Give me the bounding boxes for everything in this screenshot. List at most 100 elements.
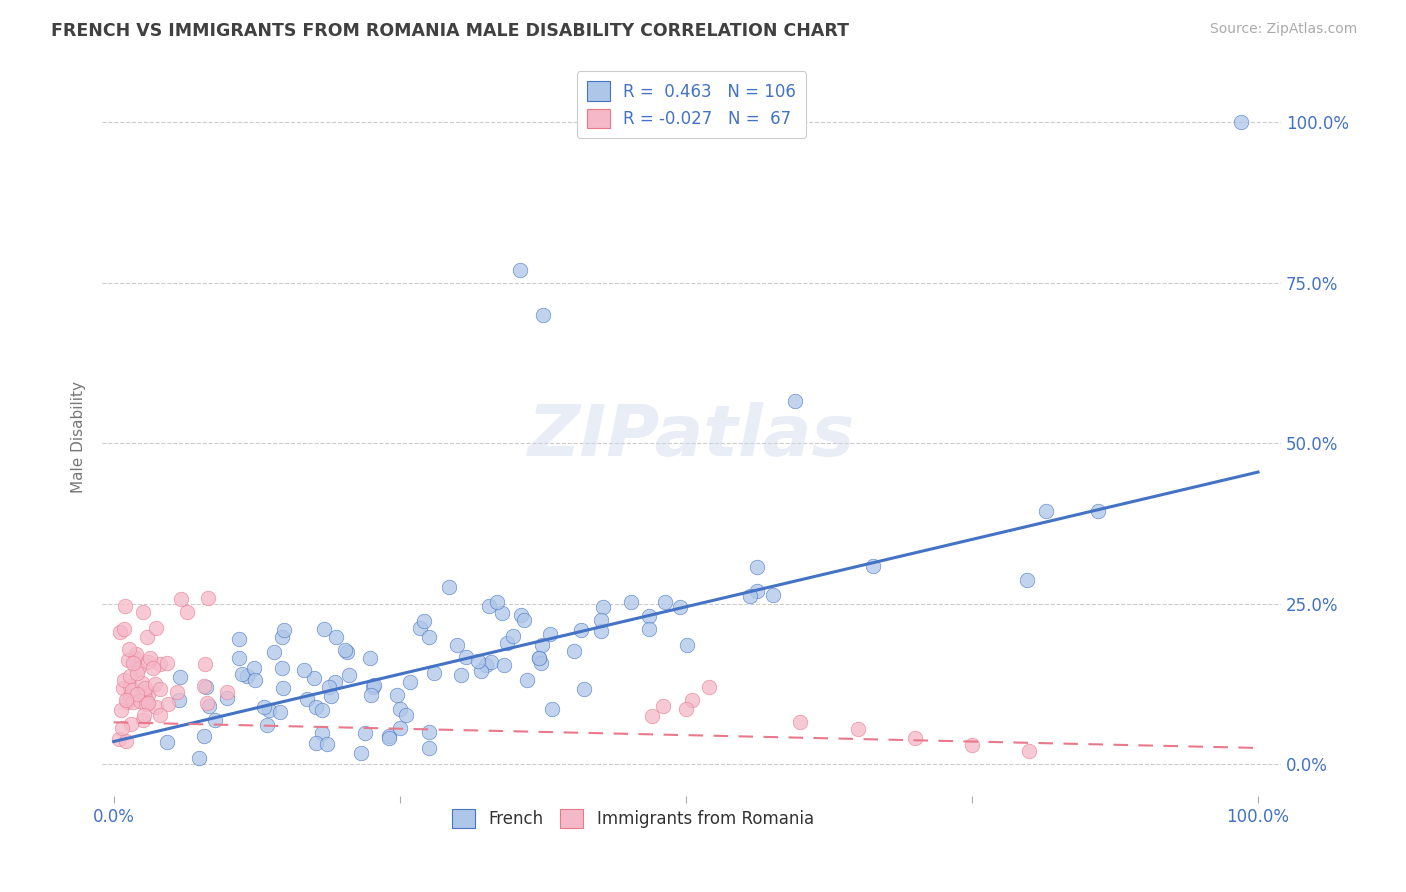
Point [668,600,690,615]
Point [256,718,278,732]
Point [475,657,498,672]
Point [450,668,472,682]
Point [363,678,385,692]
Point [204,713,226,727]
Point [675,702,697,716]
Y-axis label: Male Disability: Male Disability [72,381,86,492]
Point [121,682,143,697]
Point [135,697,157,711]
Point [361,680,384,694]
Point [323,674,346,689]
Point [134,681,156,696]
Point [170,591,193,606]
Point [387,688,409,702]
Point [231,666,253,681]
Point [145,700,167,714]
Point [136,689,159,703]
Point [136,630,159,644]
Point [399,674,422,689]
Point [118,668,141,682]
Point [747,559,769,574]
Point [236,668,259,682]
Text: FRENCH VS IMMIGRANTS FROM ROMANIA MALE DISABILITY CORRELATION CHART: FRENCH VS IMMIGRANTS FROM ROMANIA MALE D… [51,22,849,40]
Point [862,559,884,574]
Point [486,595,509,609]
Point [395,707,418,722]
Point [197,591,219,605]
Point [529,651,551,665]
Point [640,709,662,723]
Point [1035,503,1057,517]
Point [138,655,160,669]
Point [263,645,285,659]
Point [589,624,612,638]
Point [124,651,146,665]
Point [156,735,179,749]
Text: ZIPatlas: ZIPatlas [527,402,855,471]
Point [738,589,761,603]
Point [652,699,675,714]
Point [169,670,191,684]
Point [269,706,291,720]
Point [513,613,536,627]
Point [569,623,592,637]
Point [228,651,250,665]
Point [350,746,373,760]
Point [167,692,190,706]
Point [131,713,153,727]
Point [131,676,153,690]
Text: Source: ZipAtlas.com: Source: ZipAtlas.com [1209,22,1357,37]
Point [389,702,412,716]
Point [193,729,215,743]
Point [516,673,538,687]
Point [789,715,811,730]
Point [492,658,515,673]
Point [228,632,250,647]
Point [491,606,513,620]
Point [467,654,489,668]
Point [378,731,401,746]
Point [120,717,142,731]
Point [592,599,614,614]
Point [530,638,553,652]
Point [446,638,468,652]
Point [1015,573,1038,587]
Point [538,627,561,641]
Point [115,734,138,748]
Point [114,599,136,613]
Point [142,661,165,675]
Point [638,608,661,623]
Point [783,394,806,409]
Point [271,630,294,644]
Point [112,673,135,687]
Point [638,622,661,636]
Point [620,595,643,609]
Point [149,657,172,672]
Point [108,624,131,639]
Point [1018,744,1040,758]
Point [139,651,162,665]
Point [194,657,217,671]
Point [409,621,432,635]
Point [904,731,927,746]
Point [110,703,132,717]
Point [336,645,359,659]
Point [271,681,294,695]
Point [253,699,276,714]
Point [377,729,399,743]
Point [314,623,336,637]
Point [124,647,146,661]
Point [541,702,564,716]
Point [243,661,266,675]
Point [305,700,328,714]
Point [337,668,360,682]
Point [325,630,347,644]
Point [143,676,166,690]
Point [121,657,143,671]
Point [388,721,411,735]
Point [960,738,983,752]
Point [478,599,501,614]
Point [157,697,180,711]
Point [128,694,150,708]
Point [125,687,148,701]
